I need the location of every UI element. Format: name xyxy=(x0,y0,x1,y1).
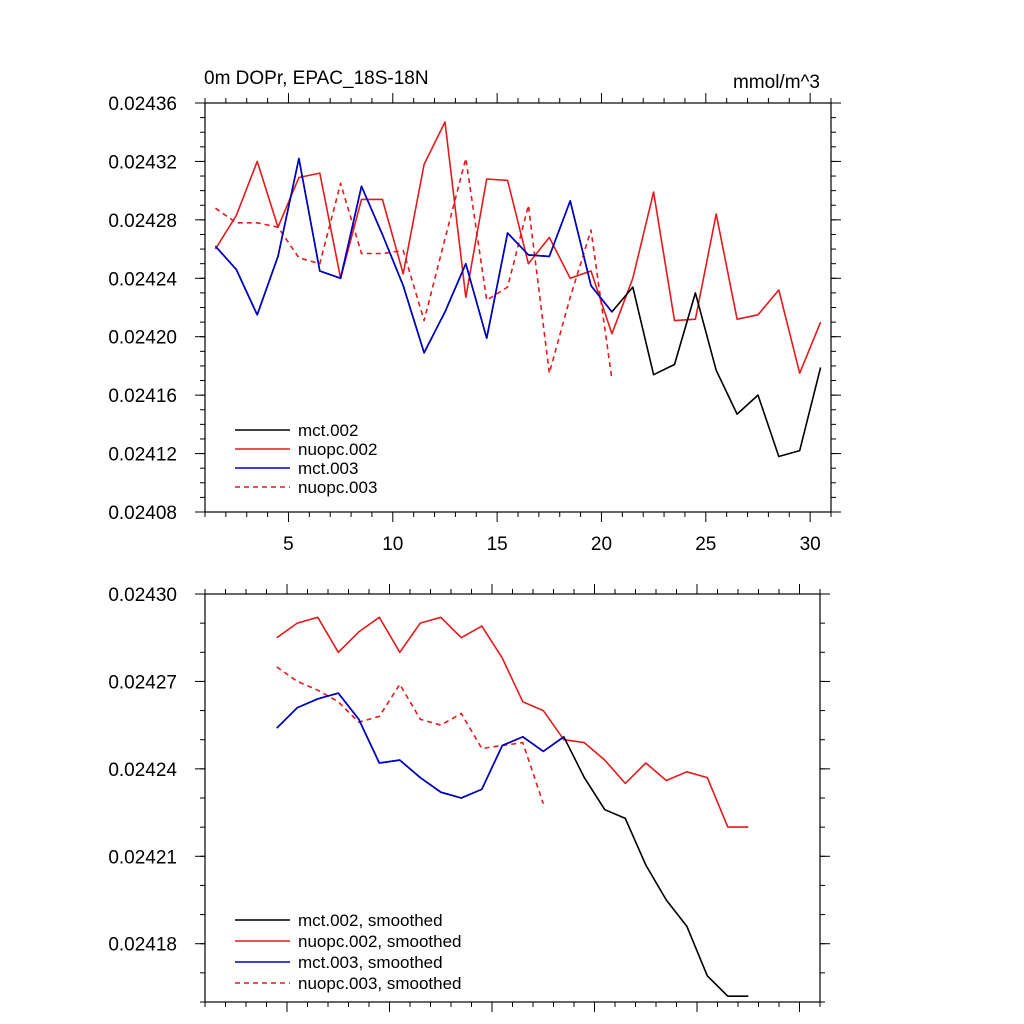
series-line-nuopc-003 xyxy=(214,157,613,380)
y-tick-label: 0.02408 xyxy=(108,503,177,524)
legend-label: mct.002 xyxy=(298,421,358,440)
x-tick-label: 25 xyxy=(695,534,716,555)
y-tick-label: 0.02424 xyxy=(108,269,177,290)
y-tick-label: 0.02421 xyxy=(108,847,177,868)
series-line-nuopc-003-smoothed xyxy=(276,666,545,805)
legend-label: nuopc.003 xyxy=(298,478,377,497)
legend-label: mct.003 xyxy=(298,459,358,478)
series-line-nuopc-002 xyxy=(214,121,822,375)
y-tick-label: 0.02436 xyxy=(108,94,177,115)
x-tick-label: 10 xyxy=(382,534,403,555)
series-line-nuopc-002-smoothed xyxy=(276,616,749,828)
x-tick-label: 5 xyxy=(283,534,294,555)
y-tick-label: 0.02420 xyxy=(108,328,177,349)
series-line-mct-002 xyxy=(214,157,822,458)
x-tick-label: 30 xyxy=(800,534,821,555)
top-panel-title: 0m DOPr, EPAC_18S-18N xyxy=(204,68,429,89)
series-line-mct-003-smoothed xyxy=(276,692,565,799)
y-tick-label: 0.02424 xyxy=(108,760,177,781)
y-tick-label: 0.02418 xyxy=(108,935,177,956)
x-tick-label: 15 xyxy=(487,534,508,555)
legend-label: nuopc.002 xyxy=(298,440,377,459)
y-tick-label: 0.02412 xyxy=(108,445,177,466)
y-tick-label: 0.02428 xyxy=(108,211,177,232)
y-tick-label: 0.02430 xyxy=(108,585,177,606)
top-panel: 0m DOPr, EPAC_18S-18N mmol/m^3 5 10 15 20 25… xyxy=(108,68,841,555)
y-tick-label: 0.02427 xyxy=(108,672,177,693)
legend-label: nuopc.003, smoothed xyxy=(298,974,462,993)
y-tick-label: 0.02432 xyxy=(108,152,177,173)
x-tick-label: 20 xyxy=(591,534,612,555)
bottom-panel: 0.02418 0.02421 0.02424 0.02427 0.02430 mct.0… xyxy=(108,584,830,1012)
legend-label: nuopc.002, smoothed xyxy=(298,932,462,951)
y-tick-label: 0.02416 xyxy=(108,386,177,407)
series-line-mct-003 xyxy=(214,157,613,354)
top-panel-units: mmol/m^3 xyxy=(733,72,820,93)
legend-label: mct.003, smoothed xyxy=(298,953,443,972)
legend-label: mct.002, smoothed xyxy=(298,911,443,930)
